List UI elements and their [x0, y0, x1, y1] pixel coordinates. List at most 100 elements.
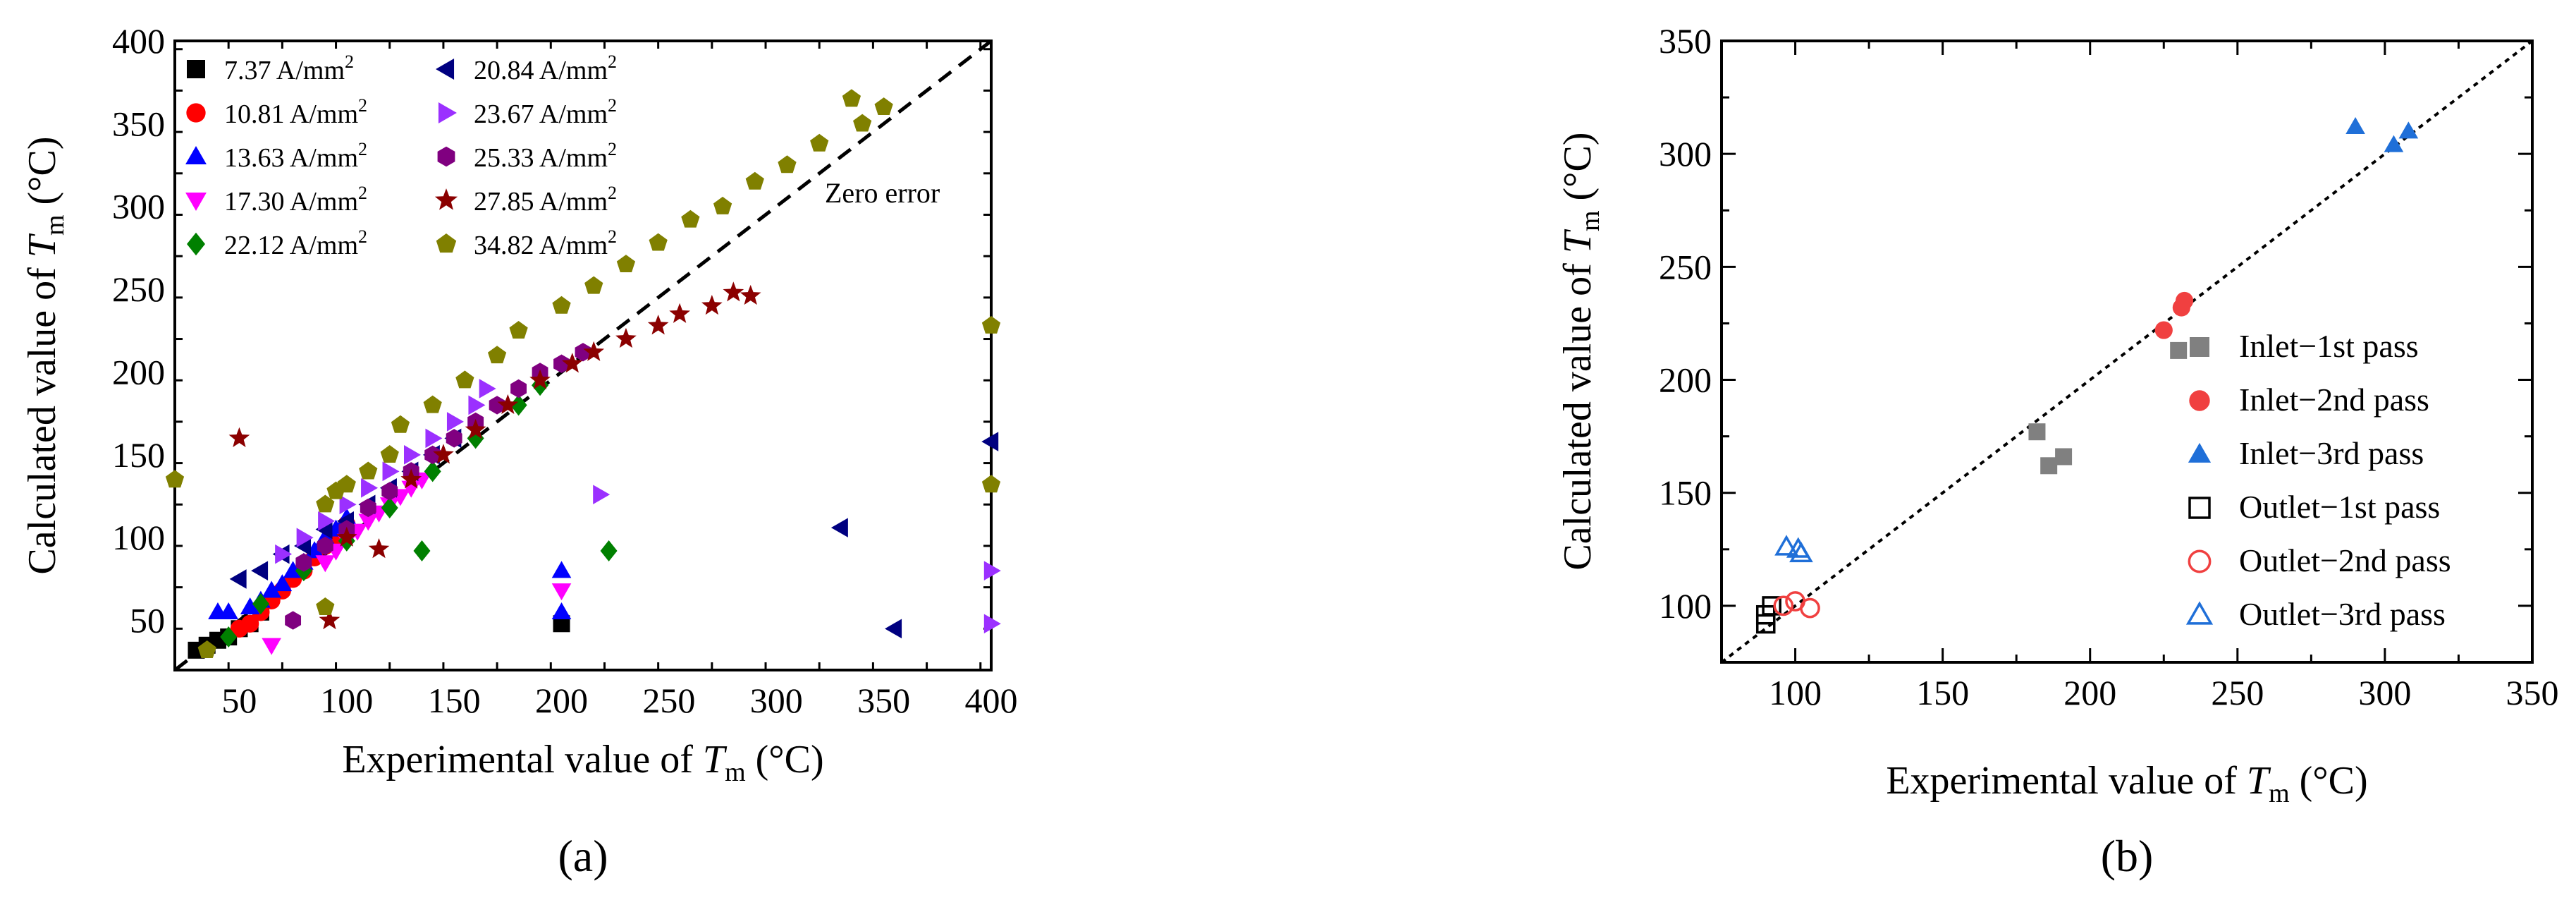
- data-point: [446, 429, 462, 448]
- panel-a-points: [165, 89, 1001, 659]
- x-tick-label: 200: [2063, 673, 2116, 712]
- data-point: [510, 394, 527, 416]
- data-point: [681, 209, 700, 228]
- data-point: [315, 555, 336, 573]
- data-point: [593, 485, 611, 504]
- y-tick-label: 100: [1659, 586, 1712, 626]
- panel-b: 100 150 200 250 300 350 100 150 200 250 300 350 Inl…: [1556, 21, 2559, 881]
- data-point: [240, 597, 260, 614]
- data-point: [615, 327, 637, 348]
- data-point: [552, 296, 571, 314]
- data-point: [2384, 135, 2404, 152]
- series-1: [2028, 341, 2188, 475]
- series-9: [228, 281, 761, 630]
- legend-marker: [186, 103, 206, 123]
- data-point: [713, 196, 732, 214]
- data-point: [489, 396, 505, 415]
- legend-entry: Outlet−2nd pass: [2239, 542, 2451, 578]
- x-tick-label: 250: [642, 681, 695, 720]
- y-tick-label: 50: [130, 601, 165, 640]
- data-point: [359, 461, 378, 480]
- data-point: [229, 569, 247, 589]
- y-tick-label: 400: [112, 21, 165, 61]
- data-point: [1774, 535, 1798, 556]
- y-tick-label: 350: [112, 104, 165, 143]
- legend-marker: [2188, 497, 2211, 519]
- data-point: [433, 444, 454, 464]
- y-tick-label: 200: [1659, 360, 1712, 400]
- panel-b-x-axis-label: Experimental value of Tm (°C): [1886, 759, 2367, 808]
- data-point: [1762, 596, 1781, 616]
- data-point: [487, 346, 507, 364]
- legend-marker: [187, 60, 205, 78]
- legend-marker: [187, 232, 205, 256]
- series-6: [1774, 535, 1813, 563]
- legend-entry: 27.85 A/mm2: [474, 183, 617, 217]
- legend-marker: [438, 102, 457, 123]
- x-tick-label: 150: [428, 681, 481, 720]
- data-point: [561, 353, 583, 373]
- data-point: [262, 638, 281, 655]
- data-point: [842, 89, 861, 107]
- series-5: [220, 375, 618, 648]
- panel-b-ticks: 100 150 200 250 300 350 100 150 200 250 300 350: [1659, 21, 2559, 712]
- y-tick-label: 350: [1659, 21, 1712, 61]
- data-point: [740, 284, 761, 305]
- data-point: [2175, 291, 2194, 310]
- legend-entry: 10.81 A/mm2: [224, 95, 367, 129]
- panel-a-legend: 7.37 A/mm2 10.81 A/mm2 13.63 A/mm2 17.30 A/…: [185, 51, 617, 260]
- legend-entry: Inlet−2nd pass: [2239, 382, 2429, 418]
- x-tick-label: 100: [1769, 673, 1822, 712]
- legend-entry: 13.63 A/mm2: [224, 139, 367, 173]
- data-point: [295, 553, 312, 572]
- data-point: [425, 428, 443, 449]
- legend-entry: Inlet−3rd pass: [2239, 435, 2424, 471]
- legend-entry: Inlet−1st pass: [2239, 328, 2419, 364]
- x-tick-label: 200: [535, 681, 588, 720]
- data-point: [272, 574, 293, 592]
- legend-marker: [2189, 390, 2210, 411]
- zero-error-annotation: Zero error: [825, 177, 940, 209]
- legend-entry: 20.84 A/mm2: [474, 51, 617, 85]
- data-point: [391, 415, 410, 433]
- x-tick-label: 300: [750, 681, 803, 720]
- legend-marker: [2188, 442, 2212, 463]
- data-point: [424, 461, 441, 482]
- legend-marker: [2185, 601, 2214, 625]
- data-point: [316, 494, 335, 513]
- data-point: [2345, 116, 2365, 134]
- data-point: [251, 561, 269, 580]
- y-tick-label: 300: [1659, 134, 1712, 174]
- x-tick-label: 350: [2506, 673, 2559, 712]
- data-point: [455, 370, 474, 389]
- data-point: [2040, 457, 2058, 475]
- y-tick-label: 250: [112, 269, 165, 309]
- x-tick-label: 250: [2211, 673, 2264, 712]
- legend-marker: [2188, 549, 2212, 573]
- data-point: [529, 369, 551, 389]
- panel-b-y-axis-label: Calculated value of Tm (°C): [1556, 132, 1605, 570]
- series-8: [285, 343, 591, 630]
- data-point: [551, 583, 572, 601]
- panel-b-label: (b): [2101, 831, 2154, 881]
- series-5: [1773, 591, 1820, 619]
- data-point: [339, 494, 357, 515]
- data-point: [468, 395, 486, 415]
- data-point: [983, 561, 1001, 580]
- data-point: [165, 470, 185, 488]
- data-point: [228, 427, 250, 447]
- data-point: [413, 540, 431, 561]
- data-point: [220, 626, 238, 648]
- data-point: [553, 354, 570, 373]
- data-point: [368, 538, 390, 559]
- data-point: [479, 379, 496, 399]
- data-point: [745, 171, 764, 190]
- data-point: [316, 597, 335, 615]
- data-point: [404, 445, 422, 465]
- data-point: [885, 619, 902, 639]
- legend-marker: [185, 146, 207, 165]
- data-point: [2028, 423, 2046, 441]
- data-point: [551, 602, 572, 620]
- data-point: [981, 432, 999, 451]
